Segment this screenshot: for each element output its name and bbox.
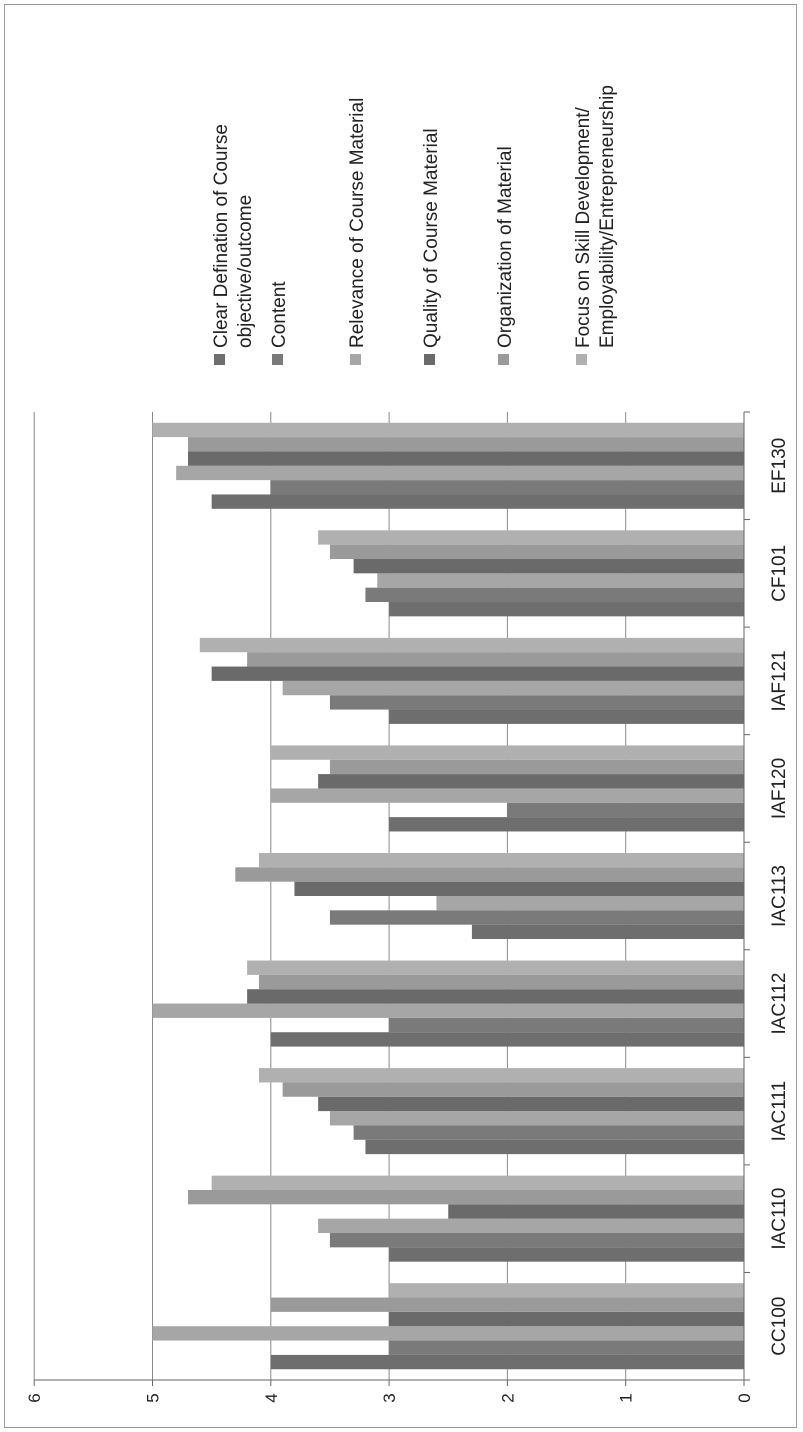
bar xyxy=(389,1017,744,1033)
bar xyxy=(389,817,744,832)
bar xyxy=(471,924,744,940)
bar xyxy=(211,494,744,509)
legend-label: Focus on Skill Development/ xyxy=(573,107,594,348)
bar xyxy=(329,544,744,559)
bar xyxy=(329,910,744,925)
bar xyxy=(176,465,744,481)
bar xyxy=(282,1082,744,1097)
bar xyxy=(389,602,744,617)
bar xyxy=(211,666,744,681)
bar xyxy=(436,896,744,911)
bar xyxy=(152,422,744,438)
category-label: IAF121 xyxy=(769,650,790,711)
legend-swatch xyxy=(576,354,587,365)
category-label: CC100 xyxy=(769,1297,790,1356)
value-tick-label: 6 xyxy=(25,1393,44,1402)
bar xyxy=(365,1139,744,1155)
axes: 0 1 2 3 4 5 6 CC100 IAC110 IAC111 IAC112 IAC113 IAF1… xyxy=(25,411,790,1403)
bar xyxy=(187,451,745,466)
bar xyxy=(270,1297,744,1312)
legend-swatch xyxy=(214,354,225,365)
bar xyxy=(235,867,744,882)
bar xyxy=(270,745,744,760)
category-label: IAC113 xyxy=(769,865,790,927)
value-tick-label: 1 xyxy=(617,1393,636,1402)
bar xyxy=(389,1340,744,1355)
legend-label: Employability/Entrepreneurship xyxy=(597,85,618,348)
bar xyxy=(199,637,744,653)
bar xyxy=(152,1326,744,1341)
legend-label: Organization of Material xyxy=(495,146,516,348)
chart-frame xyxy=(4,4,797,1428)
bar xyxy=(389,1247,744,1262)
category-label: EF130 xyxy=(769,438,790,494)
bar xyxy=(247,652,744,667)
bar xyxy=(270,788,744,803)
bar xyxy=(507,802,744,818)
value-tick-label: 4 xyxy=(262,1393,281,1402)
legend-label: Relevance of Course Material xyxy=(347,98,368,348)
bar xyxy=(329,1233,744,1248)
category-label: IAC111 xyxy=(769,1081,790,1142)
bar xyxy=(389,1283,744,1298)
category-label: CF101 xyxy=(769,545,790,602)
value-tick-label: 2 xyxy=(498,1393,517,1402)
bar xyxy=(318,530,744,545)
legend-swatch xyxy=(424,354,435,365)
bar xyxy=(247,989,744,1004)
bar xyxy=(152,1003,744,1018)
bar xyxy=(377,573,744,588)
legend: Clear Defination of Course objective/outc… xyxy=(211,85,618,365)
legend-label: Content xyxy=(269,281,290,348)
legend-label: Quality of Course Material xyxy=(421,128,442,348)
bar xyxy=(211,1175,744,1190)
bar xyxy=(270,1354,744,1370)
bar xyxy=(353,1125,744,1140)
bar xyxy=(329,695,744,710)
bar xyxy=(318,1218,744,1234)
bar xyxy=(389,709,744,724)
category-label: IAC112 xyxy=(769,973,790,1035)
bar xyxy=(187,437,745,452)
bar xyxy=(282,680,744,696)
category-label: IAC110 xyxy=(769,1188,790,1250)
bar xyxy=(318,1096,744,1112)
bars xyxy=(152,422,745,1370)
bar xyxy=(365,587,744,603)
value-tick-label: 5 xyxy=(144,1393,163,1402)
legend-label: Clear Defination of Course xyxy=(211,124,232,348)
legend-swatch xyxy=(272,354,283,365)
bar xyxy=(258,974,744,990)
value-tick-label: 0 xyxy=(735,1393,754,1402)
bar xyxy=(353,558,744,574)
category-label: IAF120 xyxy=(769,758,790,819)
bar xyxy=(258,852,744,868)
bar xyxy=(318,774,744,789)
bar xyxy=(187,1189,745,1205)
bar xyxy=(448,1204,744,1219)
bar xyxy=(329,759,744,775)
legend-label: objective/outcome xyxy=(235,195,256,348)
bar xyxy=(270,480,744,495)
legend-swatch xyxy=(498,354,509,365)
bar xyxy=(389,1311,744,1327)
bar xyxy=(294,881,744,896)
bar xyxy=(247,960,744,975)
value-tick-label: 3 xyxy=(380,1393,399,1402)
bar xyxy=(329,1111,744,1126)
legend-swatch xyxy=(350,354,361,365)
bar xyxy=(270,1032,744,1047)
bar xyxy=(258,1068,744,1083)
